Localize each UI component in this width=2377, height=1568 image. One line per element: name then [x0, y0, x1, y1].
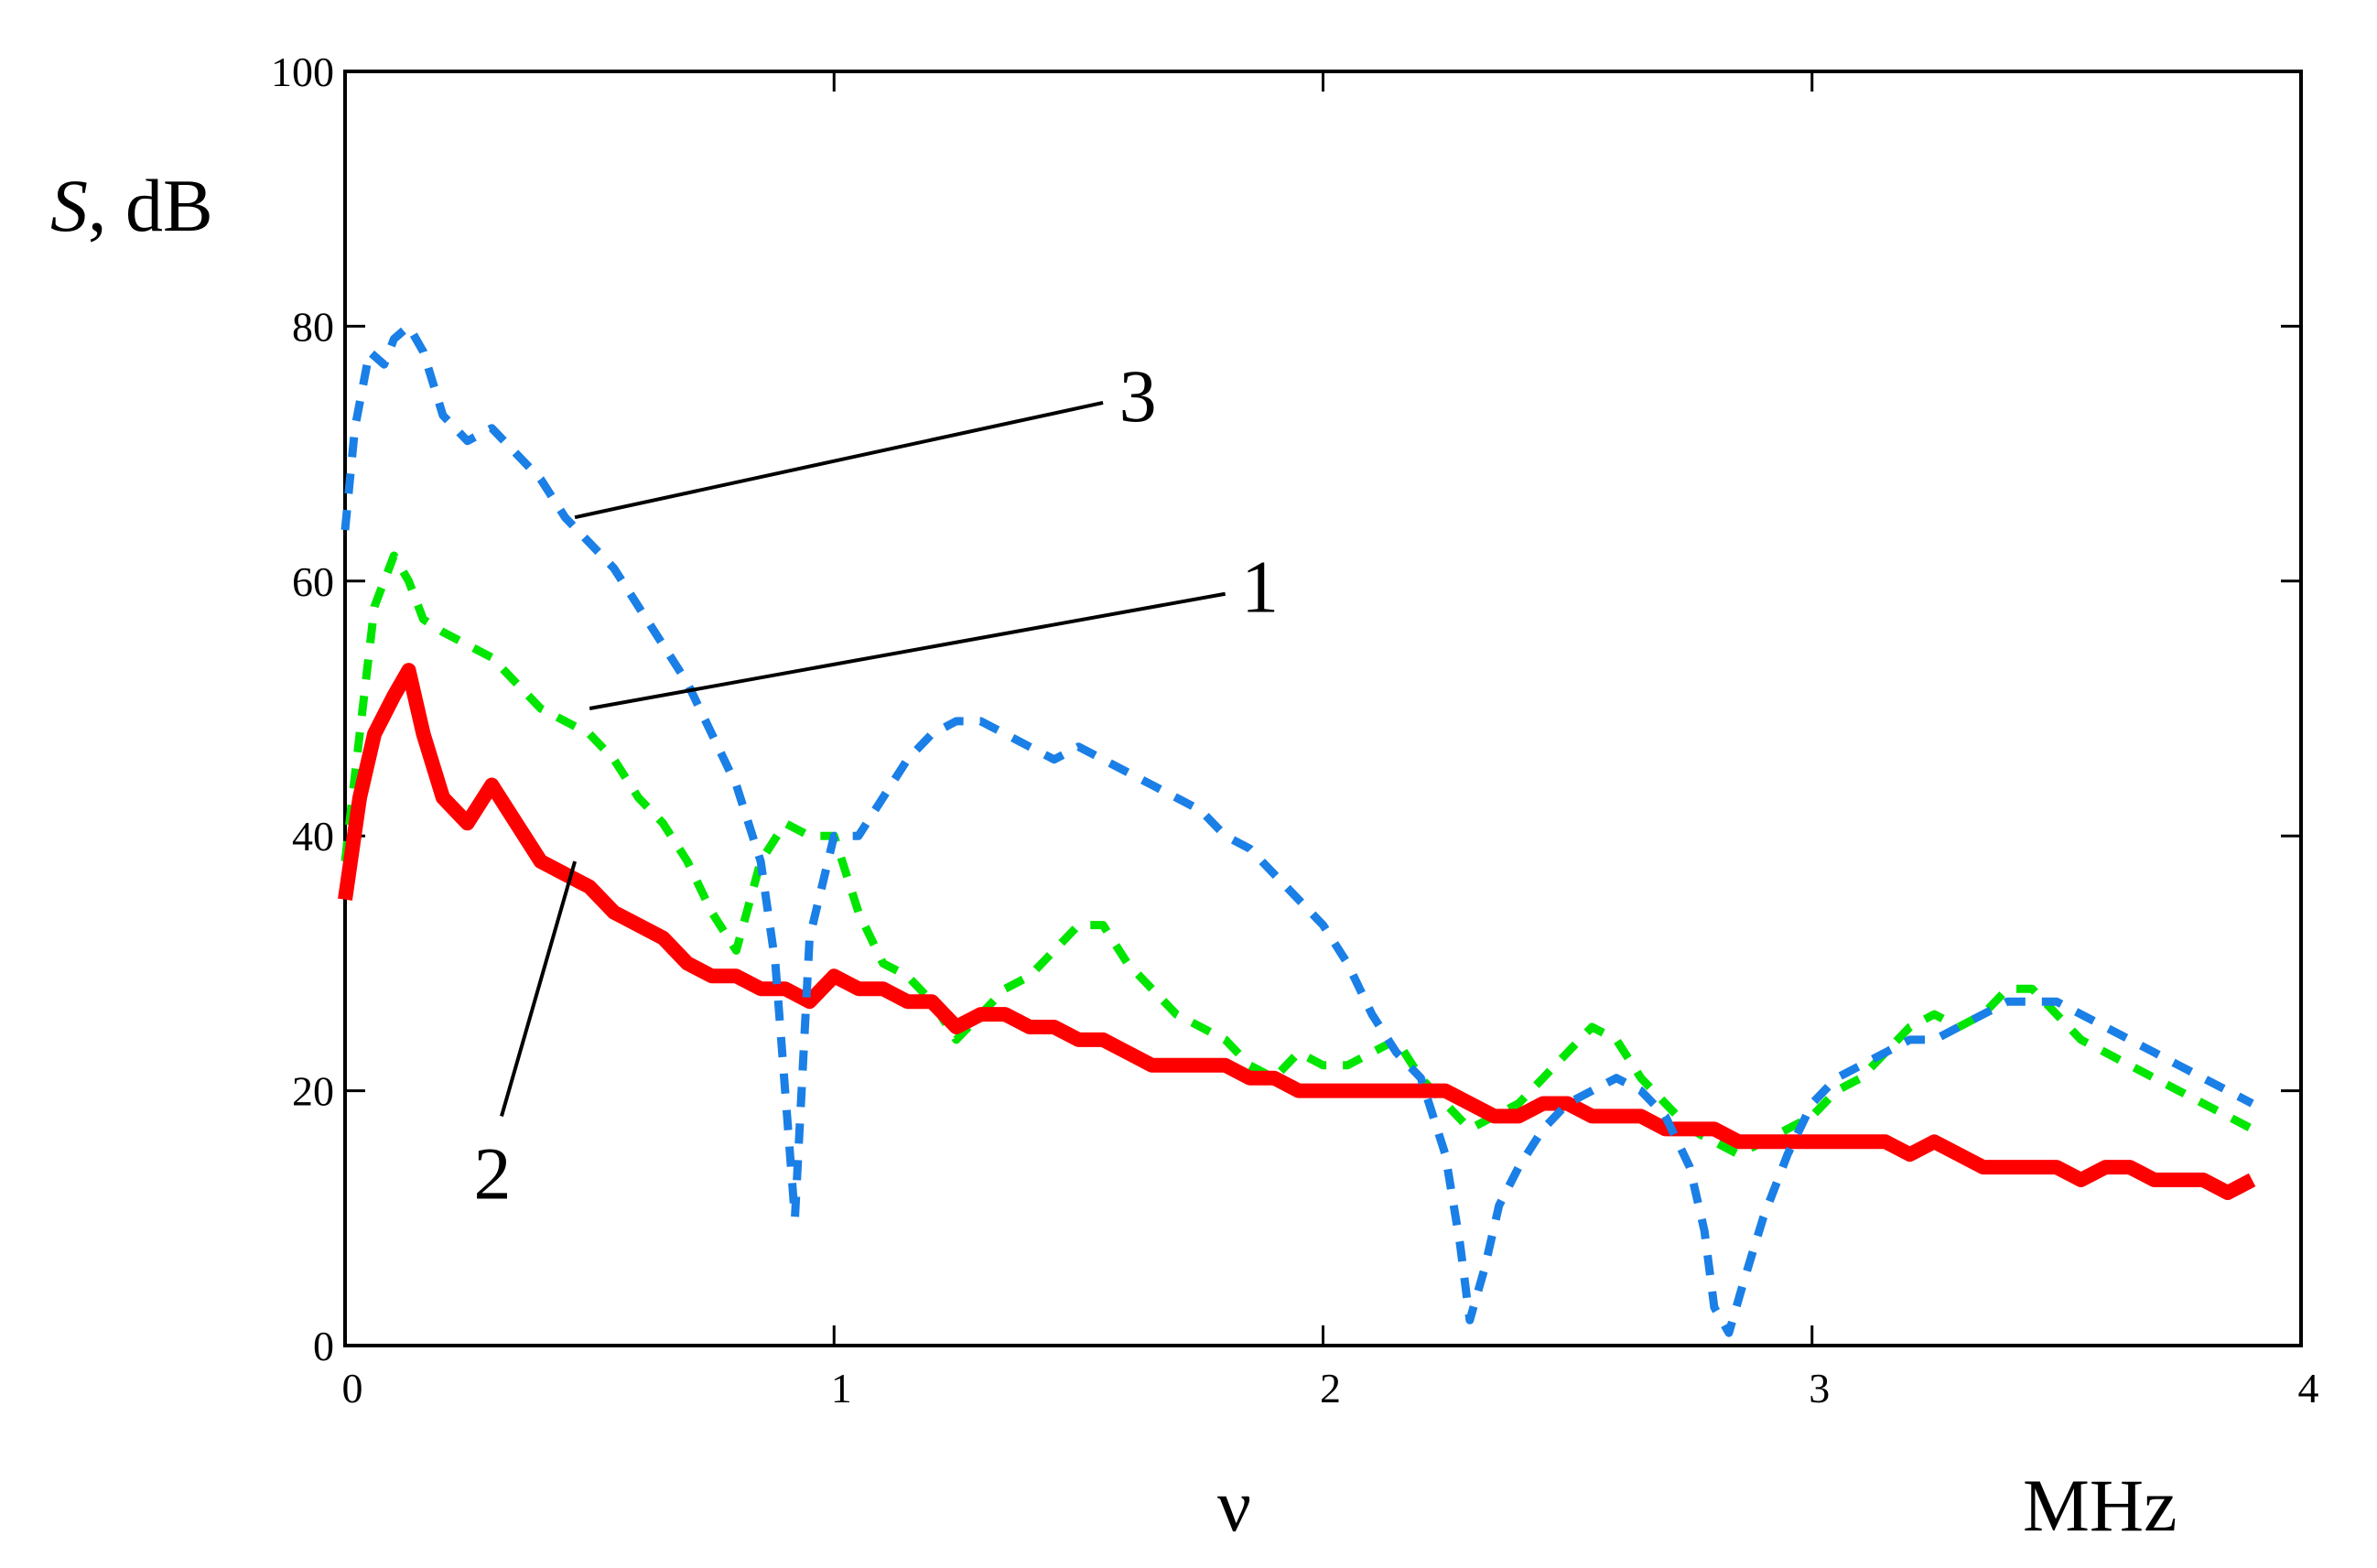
callout-label-3: 3 [1119, 354, 1157, 438]
x-axis-unit: MHz [2023, 1464, 2177, 1547]
x-tick-label: 3 [1809, 1365, 1830, 1411]
series-layer [338, 321, 2256, 1337]
y-axis-title: S, dB [50, 164, 213, 247]
y-axis-symbol: S [50, 164, 88, 247]
y-tick-label: 80 [292, 303, 334, 350]
callout-label-1: 1 [1241, 546, 1279, 629]
y-tick-label: 40 [292, 813, 334, 860]
y-tick-label: 0 [313, 1323, 334, 1369]
callout-line-2 [500, 860, 578, 1117]
callout-label-2: 2 [473, 1131, 511, 1215]
callout-layer: 3 1 2 [473, 354, 1279, 1216]
plot-area [343, 70, 2303, 1347]
series-line-1 [340, 551, 2254, 1159]
y-tick-label: 60 [292, 558, 334, 605]
callout-line-1 [589, 591, 1226, 710]
x-tick-label: 1 [831, 1365, 852, 1411]
x-tick-label: 0 [342, 1365, 363, 1411]
x-axis-label: ν [1217, 1464, 1251, 1547]
y-tick-label: 100 [271, 49, 334, 95]
plot-frame [343, 70, 2303, 1347]
callout-line-3 [574, 400, 1104, 520]
x-tick-label: 4 [2298, 1365, 2319, 1411]
svg-text:S, dB: S, dB [50, 164, 213, 247]
series-line-2 [338, 663, 2256, 1200]
series-line-3 [340, 321, 2254, 1337]
x-tick-label: 2 [1320, 1365, 1341, 1411]
y-tick-label: 20 [292, 1068, 334, 1115]
y-axis-unit: , dB [88, 164, 213, 247]
axis-ticks: 0 20 40 60 80 100 0 1 2 3 4 [271, 49, 2319, 1411]
